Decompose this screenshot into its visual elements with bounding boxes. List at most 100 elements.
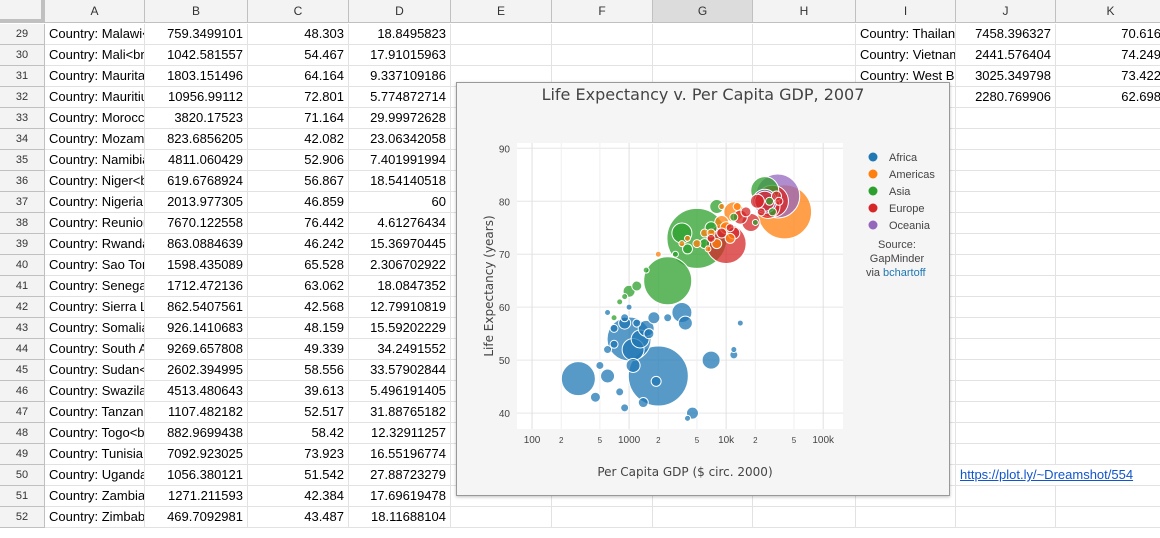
cell-b30[interactable]: 1042.581557 xyxy=(145,45,248,66)
row-header[interactable]: 30 xyxy=(0,45,45,66)
cell-k50[interactable] xyxy=(1056,465,1160,486)
cell-j41[interactable] xyxy=(956,276,1056,297)
row-header[interactable]: 29 xyxy=(0,24,45,45)
cell-a46[interactable]: Country: Swazila xyxy=(45,381,145,402)
column-header-k[interactable]: K xyxy=(1056,0,1160,23)
column-header-e[interactable]: E xyxy=(451,0,552,23)
column-header-g[interactable]: G xyxy=(653,0,753,23)
cell-f29[interactable] xyxy=(552,24,653,45)
cell-k43[interactable] xyxy=(1056,318,1160,339)
cell-d41[interactable]: 18.0847352 xyxy=(349,276,451,297)
row-header[interactable]: 47 xyxy=(0,402,45,423)
cell-g29[interactable] xyxy=(653,24,753,45)
cell-k44[interactable] xyxy=(1056,339,1160,360)
column-header-d[interactable]: D xyxy=(349,0,451,23)
cell-k52[interactable] xyxy=(1056,507,1160,528)
cell-d48[interactable]: 12.32911257 xyxy=(349,423,451,444)
cell-j47[interactable] xyxy=(956,402,1056,423)
cell-d30[interactable]: 17.91015963 xyxy=(349,45,451,66)
cell-b49[interactable]: 7092.923025 xyxy=(145,444,248,465)
cell-a45[interactable]: Country: Sudan< xyxy=(45,360,145,381)
via-link[interactable]: bchartoff xyxy=(883,267,927,279)
cell-c40[interactable]: 65.528 xyxy=(248,255,349,276)
cell-b35[interactable]: 4811.060429 xyxy=(145,150,248,171)
cell-d42[interactable]: 12.79910819 xyxy=(349,297,451,318)
cell-k51[interactable] xyxy=(1056,486,1160,507)
row-header[interactable]: 45 xyxy=(0,360,45,381)
cell-k29[interactable]: 70.616 xyxy=(1056,24,1160,45)
cell-d33[interactable]: 29.99972628 xyxy=(349,108,451,129)
row-header[interactable]: 38 xyxy=(0,213,45,234)
cell-c33[interactable]: 71.164 xyxy=(248,108,349,129)
cell-g30[interactable] xyxy=(653,45,753,66)
cell-e52[interactable] xyxy=(451,507,552,528)
cell-k49[interactable] xyxy=(1056,444,1160,465)
cell-b33[interactable]: 3820.17523 xyxy=(145,108,248,129)
cell-j33[interactable] xyxy=(956,108,1056,129)
cell-c36[interactable]: 56.867 xyxy=(248,171,349,192)
column-header-c[interactable]: C xyxy=(248,0,349,23)
cell-k47[interactable] xyxy=(1056,402,1160,423)
cell-d29[interactable]: 18.8495823 xyxy=(349,24,451,45)
cell-i29[interactable]: Country: Thailan xyxy=(856,24,956,45)
cell-a50[interactable]: Country: Uganda xyxy=(45,465,145,486)
cell-a38[interactable]: Country: Reunion xyxy=(45,213,145,234)
cell-i52[interactable] xyxy=(856,507,956,528)
cell-b44[interactable]: 9269.657808 xyxy=(145,339,248,360)
cell-j38[interactable] xyxy=(956,213,1056,234)
row-header[interactable]: 41 xyxy=(0,276,45,297)
cell-b48[interactable]: 882.9699438 xyxy=(145,423,248,444)
cell-c30[interactable]: 54.467 xyxy=(248,45,349,66)
cell-d49[interactable]: 16.55196774 xyxy=(349,444,451,465)
row-header[interactable]: 52 xyxy=(0,507,45,528)
cell-d47[interactable]: 31.88765182 xyxy=(349,402,451,423)
cell-j42[interactable] xyxy=(956,297,1056,318)
row-header[interactable]: 40 xyxy=(0,255,45,276)
cell-f30[interactable] xyxy=(552,45,653,66)
cell-e30[interactable] xyxy=(451,45,552,66)
row-header[interactable]: 32 xyxy=(0,87,45,108)
cell-c52[interactable]: 43.487 xyxy=(248,507,349,528)
cell-c31[interactable]: 64.164 xyxy=(248,66,349,87)
column-header-i[interactable]: I xyxy=(856,0,956,23)
cell-k35[interactable] xyxy=(1056,150,1160,171)
cell-c42[interactable]: 42.568 xyxy=(248,297,349,318)
cell-k38[interactable] xyxy=(1056,213,1160,234)
cell-c46[interactable]: 39.613 xyxy=(248,381,349,402)
cell-d35[interactable]: 7.401991994 xyxy=(349,150,451,171)
cell-c43[interactable]: 48.159 xyxy=(248,318,349,339)
cell-a31[interactable]: Country: Maurita xyxy=(45,66,145,87)
cell-h51[interactable] xyxy=(753,486,856,507)
cell-d31[interactable]: 9.337109186 xyxy=(349,66,451,87)
cell-j43[interactable] xyxy=(956,318,1056,339)
row-header[interactable]: 42 xyxy=(0,297,45,318)
cell-k48[interactable] xyxy=(1056,423,1160,444)
column-header-j[interactable]: J xyxy=(956,0,1056,23)
cell-k34[interactable] xyxy=(1056,129,1160,150)
cell-e29[interactable] xyxy=(451,24,552,45)
cell-d52[interactable]: 18.11688104 xyxy=(349,507,451,528)
cell-d39[interactable]: 15.36970445 xyxy=(349,234,451,255)
cell-a36[interactable]: Country: Niger<b xyxy=(45,171,145,192)
cell-a33[interactable]: Country: Morocc xyxy=(45,108,145,129)
cell-k46[interactable] xyxy=(1056,381,1160,402)
cell-f51[interactable] xyxy=(552,486,653,507)
cell-a30[interactable]: Country: Mali<br xyxy=(45,45,145,66)
cell-c47[interactable]: 52.517 xyxy=(248,402,349,423)
row-header[interactable]: 43 xyxy=(0,318,45,339)
cell-a51[interactable]: Country: Zambia xyxy=(45,486,145,507)
cell-b46[interactable]: 4513.480643 xyxy=(145,381,248,402)
cell-a48[interactable]: Country: Togo<b xyxy=(45,423,145,444)
row-header[interactable]: 33 xyxy=(0,108,45,129)
cell-c51[interactable]: 42.384 xyxy=(248,486,349,507)
cell-d32[interactable]: 5.774872714 xyxy=(349,87,451,108)
cell-b50[interactable]: 1056.380121 xyxy=(145,465,248,486)
select-all-corner[interactable] xyxy=(0,0,45,23)
row-header[interactable]: 50 xyxy=(0,465,45,486)
cell-k42[interactable] xyxy=(1056,297,1160,318)
cell-k39[interactable] xyxy=(1056,234,1160,255)
cell-c41[interactable]: 63.062 xyxy=(248,276,349,297)
cell-j39[interactable] xyxy=(956,234,1056,255)
cell-b34[interactable]: 823.6856205 xyxy=(145,129,248,150)
cell-b38[interactable]: 7670.122558 xyxy=(145,213,248,234)
